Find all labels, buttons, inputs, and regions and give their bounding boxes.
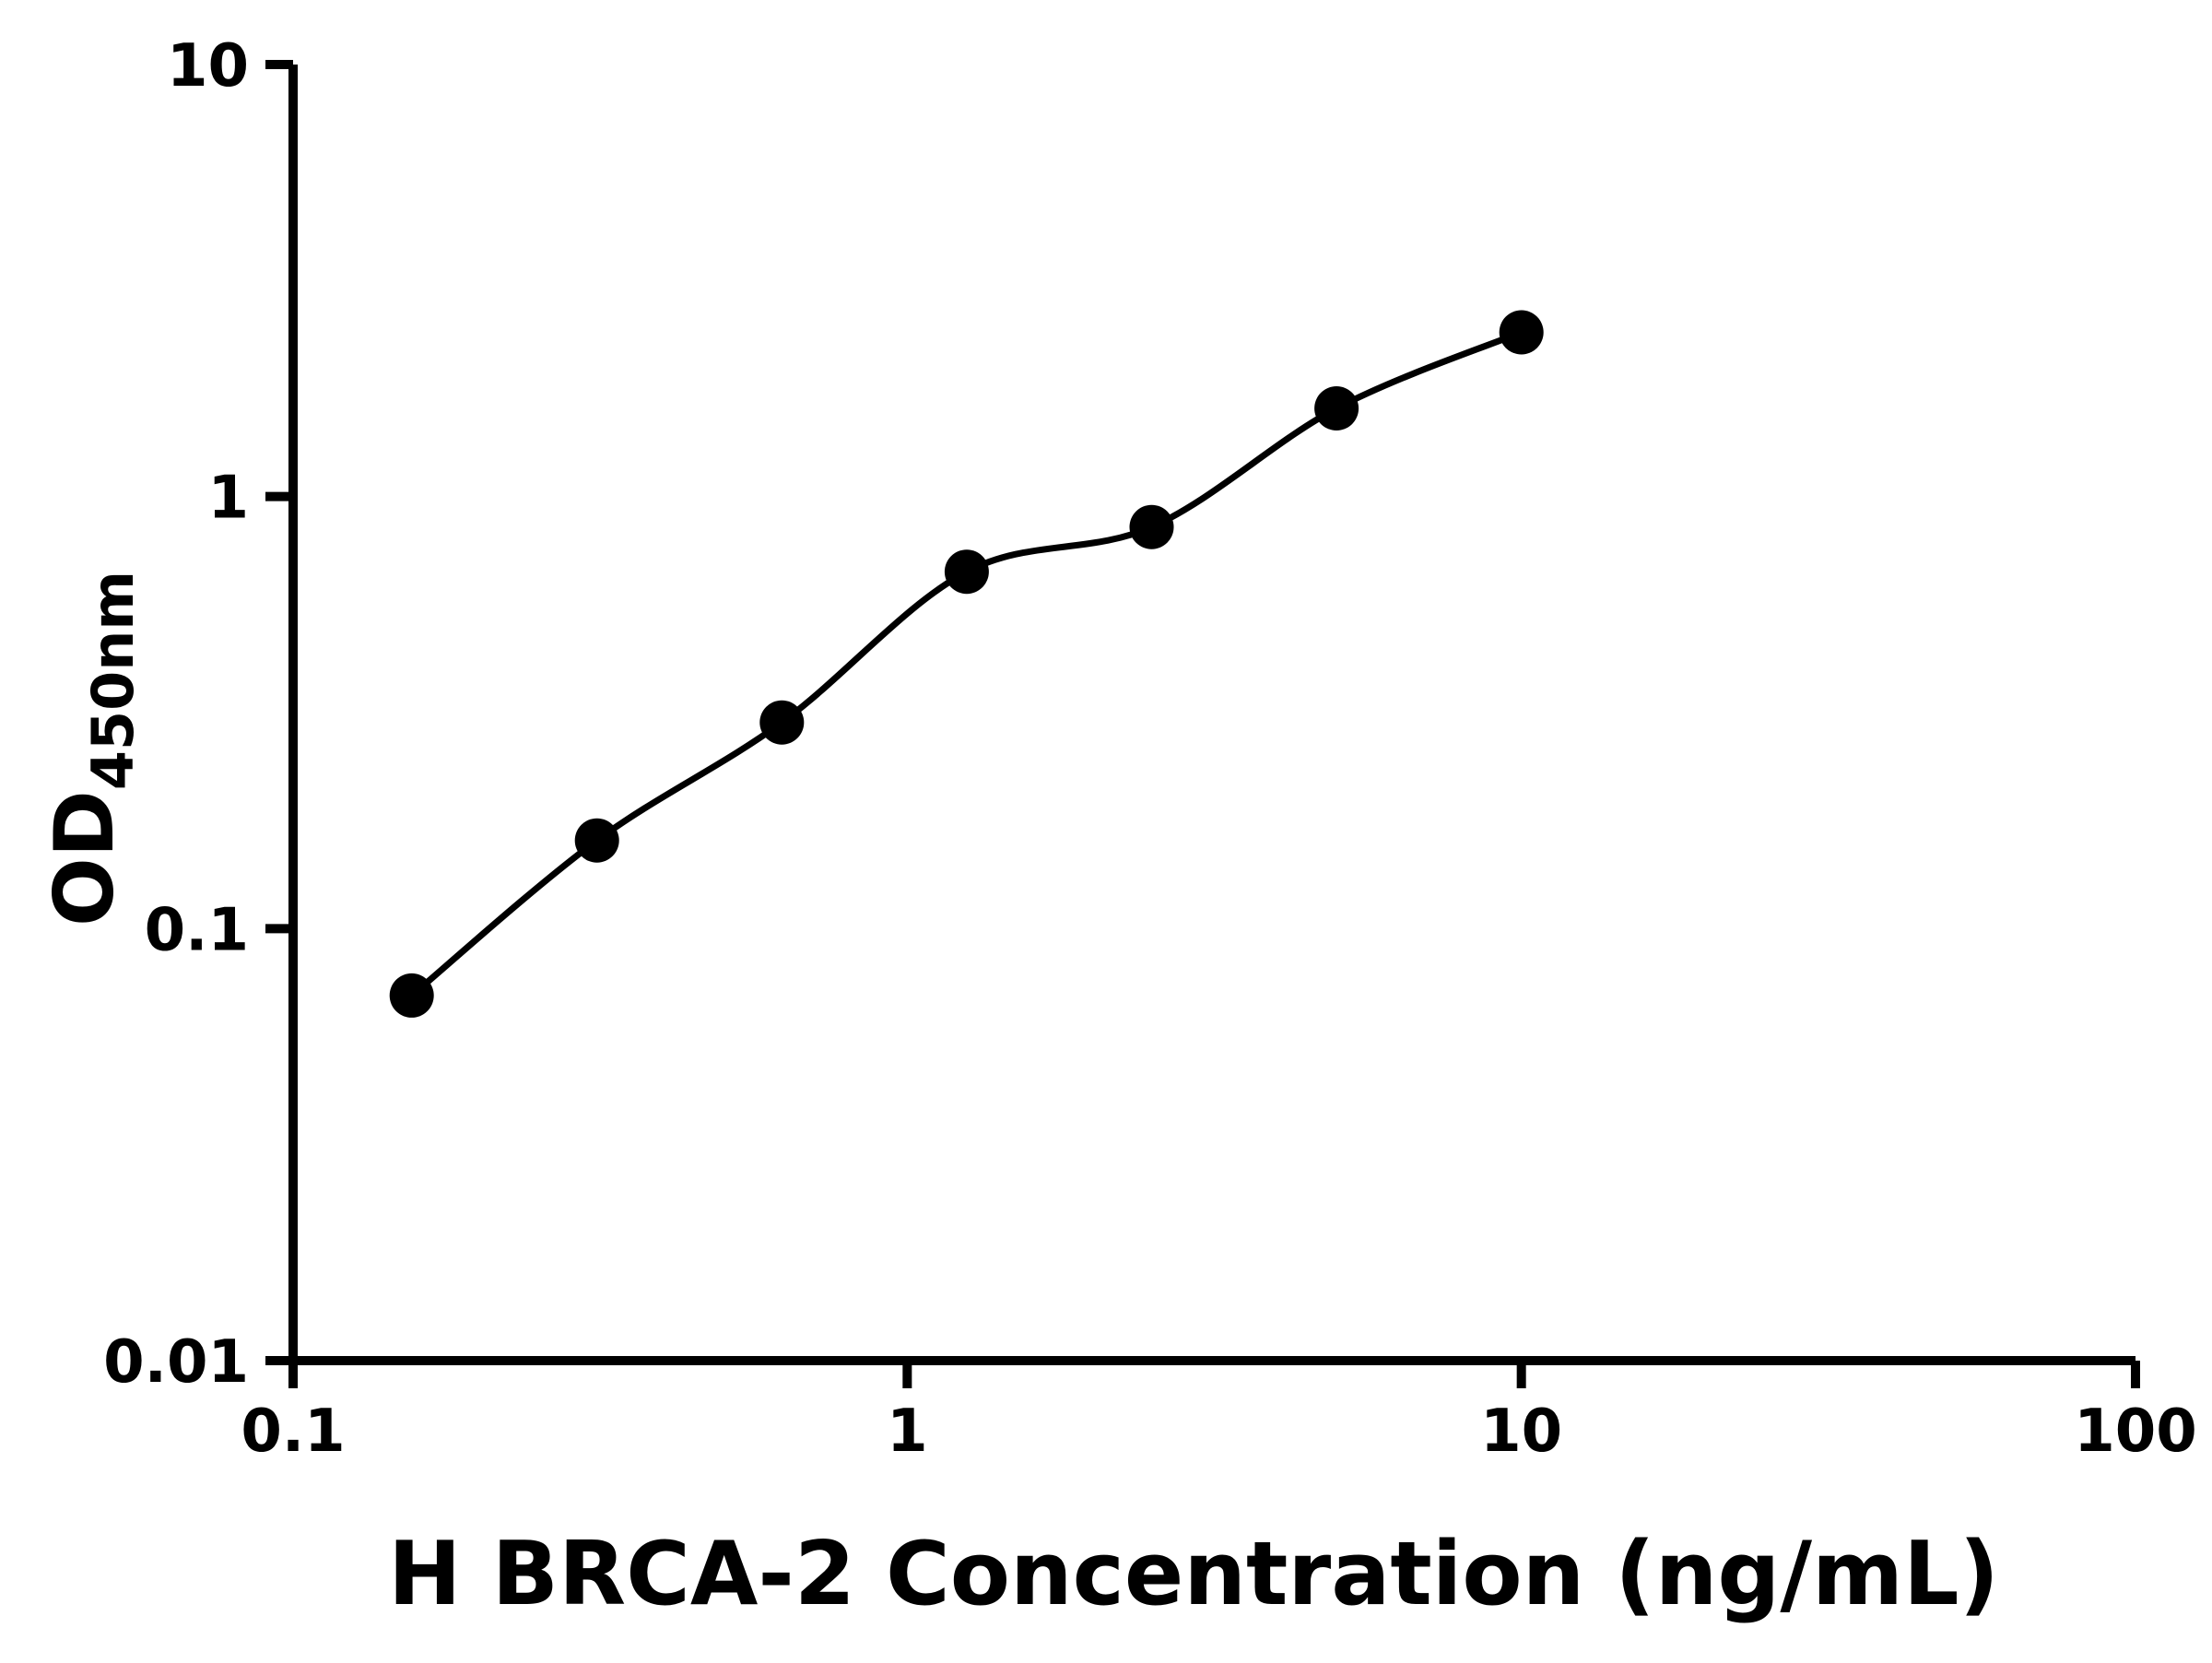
y-tick-label: 10 [167,32,249,100]
x-axis-title: H BRCA-2 Concentration (ng/mL) [388,1524,1999,1625]
fit-curve [409,329,1524,998]
x-tick-label: 0.1 [241,1398,345,1466]
y-axis-title-sub: 450nm [79,571,147,790]
data-point-marker [389,973,434,1018]
y-tick-label: 1 [207,465,249,533]
x-tick-label: 1 [887,1398,928,1466]
data-point-marker [1314,386,1359,430]
data-point-marker [944,549,989,595]
data-point-marker [1499,310,1544,355]
x-tick-label: 10 [1480,1398,1562,1466]
data-point-marker [574,818,619,863]
data-point-marker [1129,504,1174,549]
y-axis-title: OD450nm [37,571,147,926]
x-tick-label: 100 [2074,1398,2197,1466]
y-tick-label: 0.1 [145,896,249,964]
data-point-marker [759,700,805,745]
y-tick-label: 0.01 [103,1328,249,1397]
y-axis-title-main: OD [37,790,132,926]
axis-lines [288,65,2136,1365]
